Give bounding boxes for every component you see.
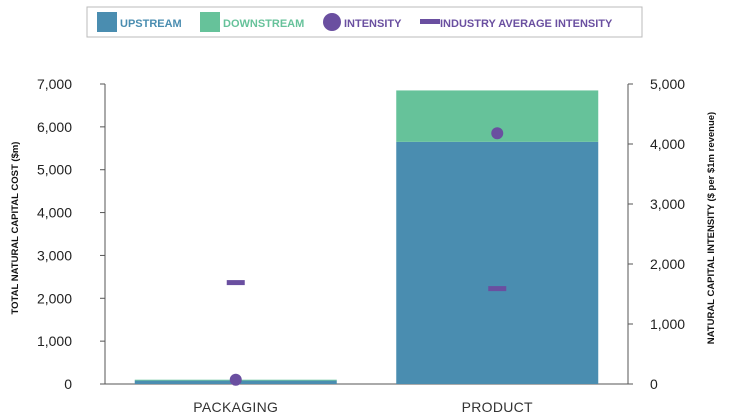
- marker-intensity-packaging: [229, 373, 242, 386]
- legend-upstream: UPSTREAM: [97, 12, 182, 32]
- y-left-tick-label: 5,000: [37, 162, 72, 178]
- y-left-tick-label: 2,000: [37, 290, 72, 306]
- y-left-tick-label: 1,000: [37, 333, 72, 349]
- y-right-tick-label: 4,000: [650, 136, 685, 152]
- legend-downstream-label: DOWNSTREAM: [223, 18, 304, 30]
- y-left-tick-label: 7,000: [37, 76, 72, 92]
- legend-upstream-label: UPSTREAM: [120, 18, 182, 30]
- y-left-tick-label: 3,000: [37, 247, 72, 263]
- legend-industry-average: INDUSTRY AVERAGE INTENSITY: [420, 18, 613, 30]
- marker-industry-average-intensity-product: [488, 286, 507, 292]
- legend-intensity-marker: [323, 13, 341, 31]
- y-axis-right-title: NATURAL CAPITAL INTENSITY ($ per $1m rev…: [706, 112, 717, 344]
- y-right-tick-label: 2,000: [650, 256, 685, 272]
- y-right-tick-label: 0: [650, 376, 658, 392]
- marker-industry-average-intensity-packaging: [226, 280, 245, 286]
- legend-intensity-label: INTENSITY: [344, 18, 402, 30]
- bar-upstream-product: [396, 141, 599, 384]
- y-right-tick-label: 3,000: [650, 196, 685, 212]
- y-right-tick-label: 5,000: [650, 76, 685, 92]
- y-left-tick-label: 4,000: [37, 205, 72, 221]
- legend-intensity: INTENSITY: [323, 13, 402, 31]
- legend-downstream: DOWNSTREAM: [200, 12, 304, 32]
- x-category-label: PACKAGING: [193, 399, 278, 415]
- y-left-tick-label: 6,000: [37, 119, 72, 135]
- y-right-tick-label: 1,000: [650, 316, 685, 332]
- legend-industry-average-label: INDUSTRY AVERAGE INTENSITY: [440, 18, 613, 30]
- legend-box: [86, 6, 643, 38]
- legend-downstream-swatch: [200, 12, 220, 32]
- legend-industry-average-marker: [420, 19, 440, 24]
- marker-intensity-product: [491, 127, 504, 140]
- y-left-tick-label: 0: [64, 376, 72, 392]
- plot-area: 0 1,000 2,000 3,000 4,000 5,000 6,000 7,000 0 1,0…: [37, 76, 685, 415]
- legend-upstream-swatch: [97, 12, 117, 32]
- x-category-label: PRODUCT: [462, 399, 533, 415]
- y-axis-left-title: TOTAL NATURAL CAPITAL COST ($m): [10, 142, 21, 315]
